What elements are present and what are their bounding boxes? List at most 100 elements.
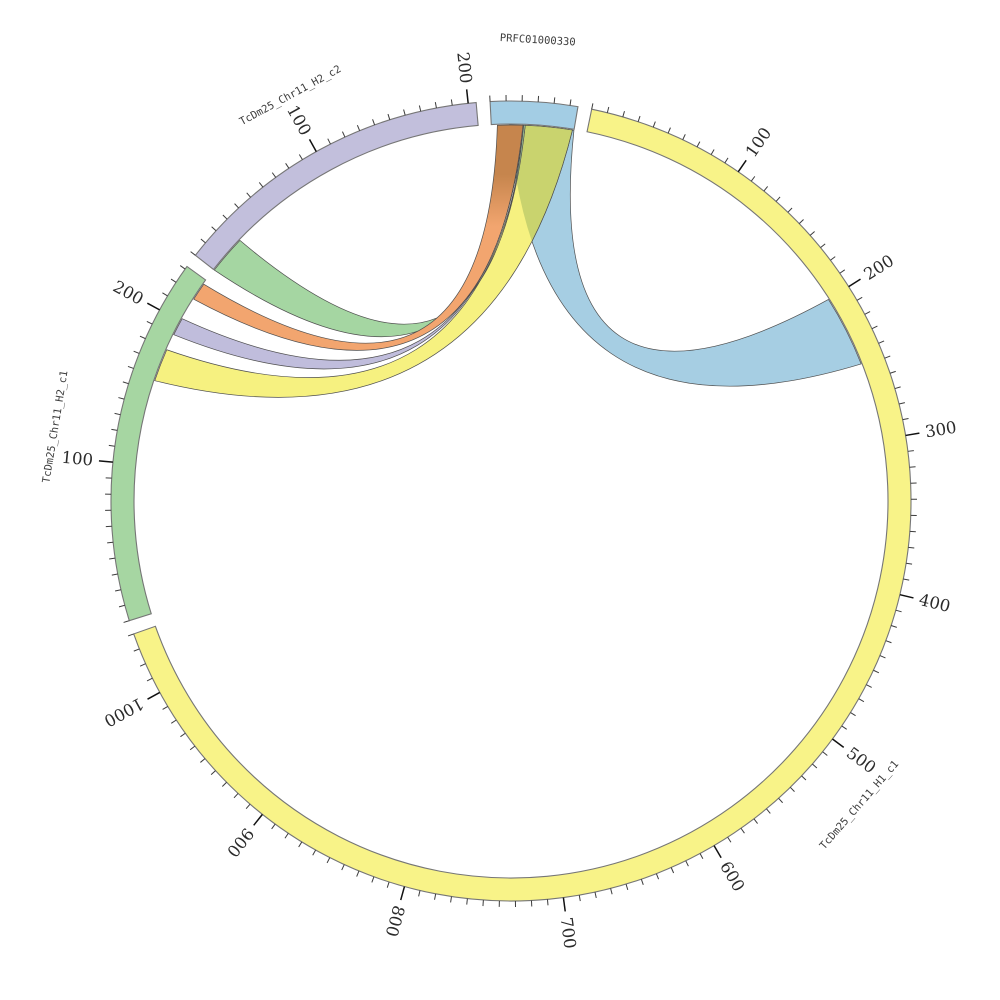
minor-tick [696,141,701,148]
minor-tick [234,203,240,209]
minor-tick [740,827,745,834]
major-tick [562,897,566,912]
minor-tick [221,781,227,787]
minor-tick [258,182,264,188]
minor-tick [127,365,134,369]
minor-tick [850,712,856,717]
tick-label-TcDm25_Chr11_H1_c1-1000: 1000 [101,694,147,731]
minor-tick [285,163,290,169]
minor-tick [884,355,891,359]
minor-tick [146,320,153,325]
minor-tick [298,154,303,160]
tick-label-TcDm25_Chr11_H1_c1-100: 100 [742,124,776,161]
minor-tick [133,350,140,354]
minor-tick [210,770,216,776]
minor-tick [162,292,168,297]
minor-tick [179,265,186,270]
minor-tick [812,763,818,769]
minor-tick [356,124,361,131]
minor-tick [271,172,277,178]
minor-tick [111,573,118,576]
minor-tick [670,867,675,874]
minor-tick [146,677,153,682]
minor-tick [341,131,346,138]
ribbons-layer [154,124,862,398]
minor-tick [898,402,906,405]
minor-tick [873,669,880,674]
minor-tick [906,562,913,565]
minor-tick [372,119,376,126]
minor-tick [787,207,793,213]
minor-tick [189,745,196,751]
minor-tick [450,99,453,106]
minor-tick [766,808,771,814]
minor-tick [894,386,901,390]
tick-label-TcDm25_Chr11_H1_c1-900: 900 [223,824,257,860]
minor-tick [312,849,317,856]
minor-tick [434,893,437,900]
minor-tick [903,578,910,581]
minor-tick [246,192,251,198]
minor-tick [546,899,549,906]
minor-tick [820,243,826,249]
tick-label-TcDm25_Chr11_H1_c1-200: 200 [860,251,897,284]
minor-tick [326,857,331,864]
minor-tick [114,412,121,416]
minor-tick [652,121,656,128]
minor-tick [727,836,732,843]
tick-label-TcDm25_Chr11_H1_c1-800: 800 [382,903,409,938]
minor-tick [418,890,421,897]
minor-tick [775,196,781,202]
major-tick [399,886,406,901]
minor-tick [858,698,865,703]
minor-tick [907,450,914,452]
ribbon-align-blue [509,124,862,387]
minor-tick [327,138,331,145]
minor-tick [682,134,686,140]
minor-tick [890,625,897,628]
minor-tick [655,873,660,880]
tick-label-TcDm25_Chr11_H1_c1-700: 700 [557,916,580,950]
minor-tick [841,725,847,730]
minor-tick [108,444,115,447]
segments-layer [110,100,912,902]
minor-tick [298,841,303,848]
minor-tick [200,238,206,244]
ribbon-align-green [213,124,526,337]
major-tick [905,432,920,437]
segment-arc-PRFC01000330 [489,100,579,130]
minor-tick [822,751,828,756]
segment-arc-TcDm25_Chr11_H2_c2 [194,101,479,271]
minor-tick [866,684,872,688]
major-tick [737,159,747,173]
tick-label-TcDm25_Chr11_H2_c2-200: 200 [453,51,475,84]
minor-tick [284,833,289,839]
minor-tick [699,853,704,860]
minor-tick [667,127,671,134]
minor-tick [594,891,597,899]
minor-tick [245,803,251,810]
minor-tick [637,115,641,122]
major-tick [899,593,914,599]
minor-tick [856,296,863,301]
minor-tick [778,797,784,804]
minor-tick [606,106,610,113]
minor-tick [610,888,613,895]
minor-tick [271,823,276,830]
major-tick [308,138,317,152]
minor-tick [180,732,186,738]
minor-tick [750,176,756,182]
minor-tick [139,335,146,340]
minor-tick [871,325,878,330]
minor-tick [371,876,375,883]
major-tick [832,738,845,748]
major-tick [465,89,469,104]
minor-tick [809,231,815,236]
minor-tick [830,256,836,261]
major-tick [146,302,160,311]
minor-tick [710,149,715,155]
minor-tick [909,466,916,468]
minor-tick [403,109,406,116]
minor-tick [387,113,391,120]
